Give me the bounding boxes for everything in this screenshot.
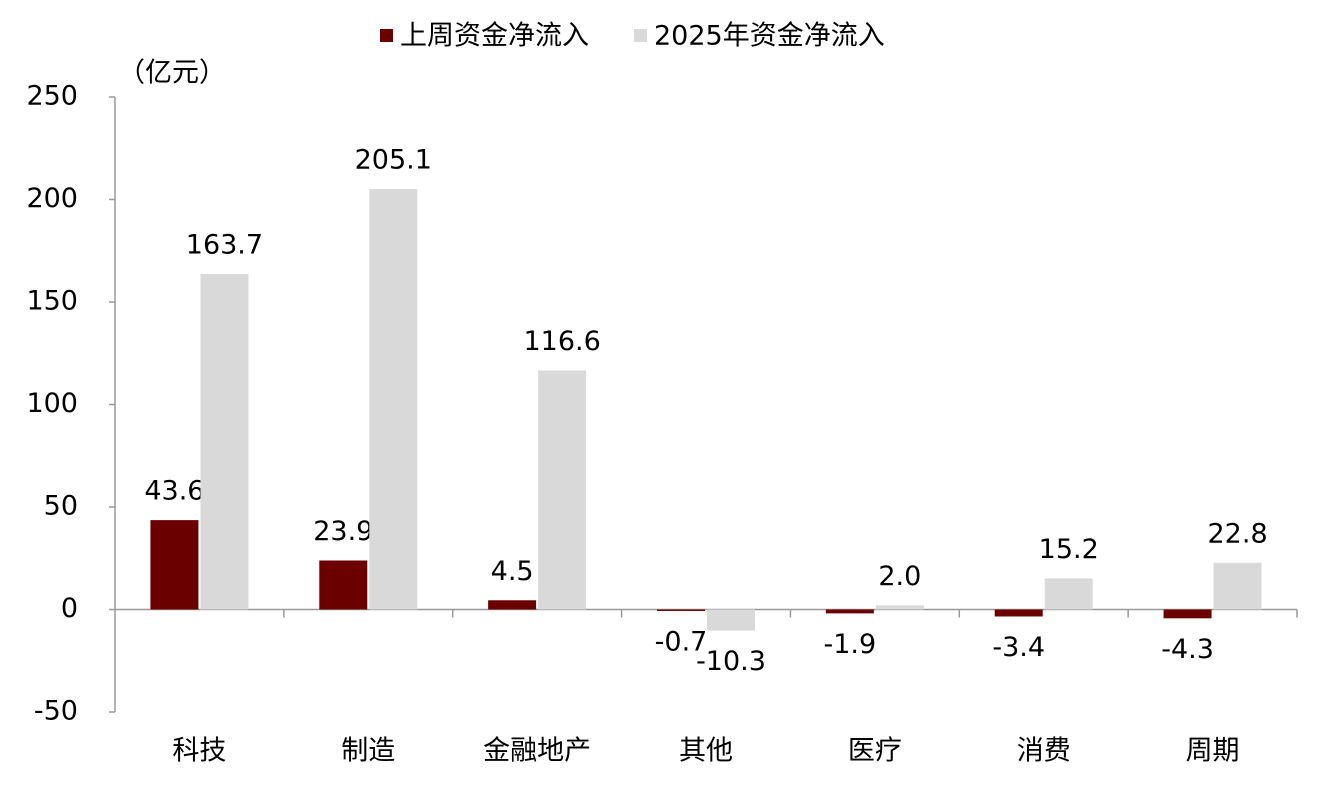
- data-label: -3.4: [992, 632, 1045, 663]
- y-tick-label: -50: [34, 696, 78, 727]
- y-tick-label: 0: [61, 593, 78, 624]
- legend-label: 上周资金净流入: [400, 21, 589, 52]
- bar: [538, 370, 587, 610]
- data-label: 163.7: [186, 229, 263, 260]
- data-label: 205.1: [355, 145, 432, 176]
- y-tick-label: 250: [26, 81, 78, 112]
- bar: [1163, 609, 1212, 619]
- bar: [319, 560, 368, 610]
- data-label: 15.2: [1039, 534, 1099, 565]
- data-label: 22.8: [1208, 518, 1268, 549]
- data-label: 43.6: [144, 476, 204, 507]
- x-tick-label: 医疗: [848, 736, 902, 767]
- data-label: 23.9: [313, 516, 373, 547]
- bar: [994, 609, 1043, 617]
- y-tick-label: 100: [26, 388, 78, 419]
- x-tick-label: 周期: [1186, 736, 1240, 767]
- bar: [150, 520, 199, 610]
- data-label: 4.5: [491, 556, 534, 587]
- bar: [1044, 578, 1093, 610]
- data-label: 116.6: [523, 326, 600, 357]
- data-label: -1.9: [824, 629, 877, 660]
- bar: [369, 189, 418, 610]
- bar: [875, 605, 924, 610]
- y-tick-label: 150: [26, 286, 78, 317]
- x-tick-label: 消费: [1017, 736, 1071, 767]
- legend-label: 2025年资金净流入: [654, 21, 885, 52]
- y-axis-unit: （亿元）: [118, 58, 226, 89]
- x-tick-label: 制造: [341, 736, 395, 767]
- bar: [200, 273, 249, 610]
- x-tick-label: 金融地产: [483, 736, 591, 767]
- y-tick-label: 50: [44, 491, 78, 522]
- legend-swatch: [634, 29, 647, 42]
- x-tick-label: 其他: [679, 736, 733, 767]
- data-label: -4.3: [1161, 634, 1214, 665]
- legend-swatch: [380, 29, 393, 42]
- bar: [1213, 562, 1262, 610]
- data-label: -0.7: [655, 626, 708, 657]
- data-label: -10.3: [696, 646, 766, 677]
- x-tick-label: 科技: [172, 736, 226, 767]
- y-tick-label: 200: [26, 183, 78, 214]
- bar: [657, 609, 705, 611]
- bar: [707, 609, 755, 631]
- bar: [825, 609, 874, 614]
- bar: [488, 600, 537, 610]
- data-label: 2.0: [878, 561, 921, 592]
